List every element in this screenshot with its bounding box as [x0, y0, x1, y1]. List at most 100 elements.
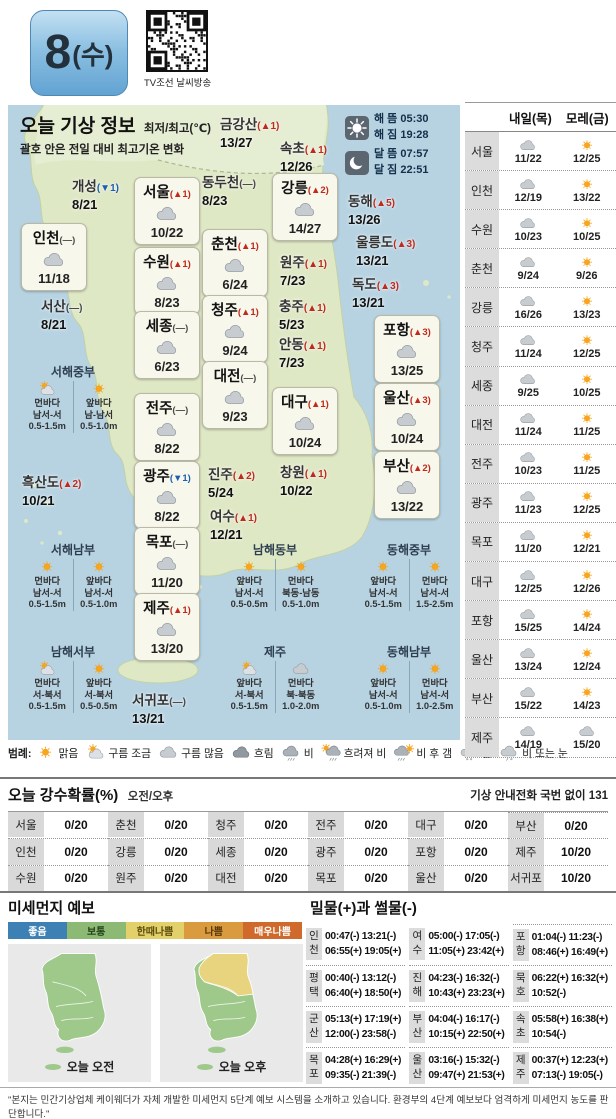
sea-columns: 앞바다 남서-서 0.5-1.0m 먼바다 남서-서 1.0-2.5m [358, 661, 460, 713]
day-after-weather-icon [575, 528, 599, 543]
rise-row: 해 뜸 05:30 [374, 112, 429, 128]
tomorrow-cell: 9/24 [499, 249, 558, 287]
weather-station-card: 서울(▲1) 10/22 [134, 177, 200, 245]
weather-phone-info: 기상 안내전화 국번 없이 131 [470, 790, 608, 802]
dust-map-label-text: 오늘 오후 [218, 1060, 267, 1074]
dust-title: 미세먼지 예보 [8, 900, 95, 917]
precip-city: 서귀포 [508, 865, 544, 891]
sun-moon-rows: 해 뜸 05:30 해 짐 19:28 [374, 112, 429, 144]
station-temp: 11/18 [38, 271, 70, 286]
tide-cell: 진해 04:23(-) 16:32(-) 10:43(+) 23:23(+) [409, 965, 509, 1006]
station-name: 동두천 [202, 175, 240, 190]
sea-wave-height: 0.5-1.5m [28, 599, 66, 610]
sea-weather-icon [76, 559, 123, 576]
station-name: 울릉도 [356, 235, 394, 250]
station-change: (▲1) [237, 241, 259, 252]
station-name: 강릉 [281, 181, 308, 197]
forecast-city: 춘천 [465, 249, 499, 288]
precip-title-row: 오늘 강수확률(%) 오전/오후 기상 안내전화 국번 없이 131 [8, 784, 608, 805]
precip-city: 서울 [8, 812, 44, 838]
rise-row: 달 뜸 07:57 [374, 147, 429, 163]
rise-label: 달 뜸 [374, 147, 398, 160]
precip-cell: 제주 10/20 [508, 838, 608, 865]
station-change: (▲1) [303, 341, 326, 352]
legend-weather-icon [499, 744, 520, 761]
forecast-city: 인천 [465, 171, 499, 210]
legend-weather-icon [35, 744, 56, 761]
sea-wave-height: 0.5-0.5m [80, 701, 118, 712]
tide-line-2: 09:35(-) 21:39(-) [325, 1070, 397, 1081]
dust-level-chip: 매우나쁨 [243, 922, 302, 939]
station-name-line: 원주(▲1) [280, 251, 327, 272]
sea-area-name: 서해중부 [50, 365, 96, 379]
sea-weather-icon [412, 661, 459, 678]
precip-value: 0/20 [164, 844, 188, 859]
tide-port-name: 군산 [306, 1011, 322, 1043]
station-name-line: 제주(▲1) [136, 597, 198, 618]
sea-wind-dir: 북동-남동 [282, 587, 320, 598]
sea-wave-height: 0.5-1.5m [364, 599, 402, 610]
sea-zone: 앞바다 [85, 678, 112, 688]
weather-station-card: 수원(▲1) 8/23 [134, 247, 200, 315]
sea-forecast-block: 서해남부 먼바다 남서-서 0.5-1.5m 앞바다 남서-서 0.5- [22, 541, 124, 611]
tomorrow-cell: 10/23 [499, 210, 558, 248]
footnote-divider [0, 1087, 616, 1088]
tide-cell: 부산 04:04(-) 16:17(-) 10:15(+) 22:50(+) [409, 1006, 509, 1047]
dust-map-label: 오늘 오후 [160, 1058, 303, 1075]
station-change: (—) [172, 405, 189, 416]
station-name: 안동 [279, 337, 304, 352]
legend-weather-icon [85, 744, 106, 761]
tomorrow-weather-icon [516, 685, 540, 700]
tide-cell: 속초 05:58(+) 16:38(+) 10:54(-) [512, 1006, 612, 1047]
forecast-city: 수원 [465, 210, 499, 249]
tide-port-name: 부산 [409, 1011, 426, 1043]
tide-line-2: 08:46(+) 16:49(+) [531, 947, 608, 958]
station-name-line: 청주(▲1) [204, 299, 266, 320]
station-temp: 8/21 [41, 317, 67, 332]
forecast-row: 울산 13/24 12/24 [465, 640, 616, 680]
date-badge: 8 (수) [30, 10, 128, 96]
station-name: 서울 [143, 185, 170, 201]
map-title-note: 최저/최고(℃) [143, 123, 212, 135]
sea-forecast-block: 제주 앞바다 서-북서 0.5-1.5m 먼바다 북-북동 1.0-2. [224, 643, 326, 713]
station-temp: 10/21 [22, 493, 55, 508]
legend-item-label: 맑음 [58, 747, 79, 760]
forecast-rows: 서울 11/22 12/25 인천 12/19 [465, 132, 616, 758]
section-divider [0, 777, 616, 779]
sea-col-2: 먼바다 북동-남동 0.5-1.0m [274, 559, 327, 611]
forecast-row: 광주 11/23 12/25 [465, 483, 616, 523]
qr-block: TV조선 날씨방송 [144, 10, 211, 89]
station-name: 창원 [280, 465, 305, 480]
tide-times: 05:13(+) 17:19(+) 12:00(-) 23:58(-) [325, 1012, 401, 1043]
day-after-temp: 12/24 [572, 660, 601, 673]
tomorrow-temp: 11/24 [514, 348, 542, 361]
station-name-line: 수원(▲1) [136, 251, 198, 272]
station-name: 광주 [143, 469, 170, 485]
tide-times: 06:22(+) 16:32(+) 10:52(-) [532, 971, 608, 1002]
sea-area-name: 동해중부 [386, 543, 432, 557]
sea-area-name: 제주 [263, 645, 287, 659]
station-name-line: 서산(—) [41, 295, 83, 316]
tomorrow-weather-icon [516, 489, 540, 504]
station-name-line: 울산(▲3) [376, 387, 438, 408]
station-name-line: 진주(▲2) [208, 463, 255, 484]
precip-value: 0/20 [64, 871, 88, 886]
day-after-cell: 10/25 [558, 210, 616, 248]
forecast-row: 포항 15/25 14/24 [465, 601, 616, 641]
station-change: (▲2) [59, 479, 82, 490]
sea-wave-height: 0.5-1.5m [230, 701, 268, 712]
sea-zone: 먼바다 [34, 678, 61, 688]
date-day: 8 [44, 26, 72, 79]
legend-item: 구름 조금 [85, 744, 151, 761]
precip-cell: 울산 0/20 [408, 864, 508, 891]
set-row: 해 짐 19:28 [374, 128, 429, 144]
station-temp: 5/24 [208, 485, 234, 500]
precip-city: 원주 [108, 865, 144, 891]
station-name: 대전 [213, 369, 241, 385]
station-name: 포항 [383, 323, 410, 339]
legend-item-label: 흐려져 비 [343, 747, 387, 760]
day-after-temp: 12/26 [572, 582, 601, 595]
legend-item-label: 비 [303, 747, 314, 760]
day-after-cell: 15/20 [558, 718, 616, 756]
sea-weather-icon [278, 559, 325, 576]
